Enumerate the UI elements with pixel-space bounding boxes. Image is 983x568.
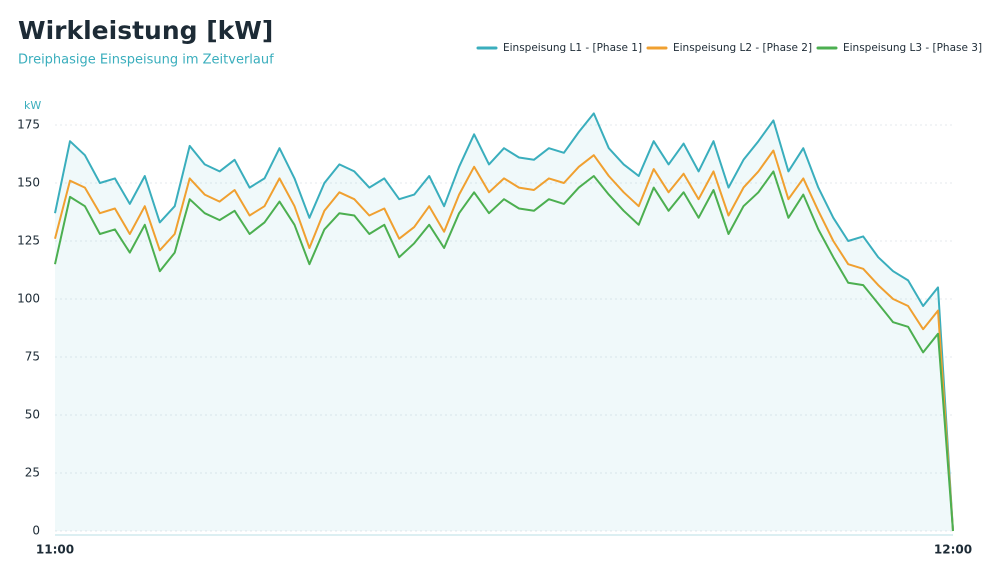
y-tick-label: 50 [25, 408, 40, 422]
y-unit: kW [24, 99, 41, 112]
chart-title: Wirkleistung [kW] [18, 16, 273, 45]
chart-subtitle: Dreiphasige Einspeisung im Zeitverlauf [18, 53, 274, 68]
line [54, 170, 954, 532]
y-tick-label: 25 [25, 466, 40, 480]
y-tick-label: 150 [17, 176, 40, 190]
y-tick-label: 0 [32, 524, 40, 538]
legend-label: Einspeisung L3 - [Phase 3] [843, 42, 982, 54]
line [54, 149, 954, 532]
y-tick-label: 125 [17, 234, 40, 248]
legend-label: Einspeisung L2 - [Phase 2] [673, 42, 812, 54]
x-tick-label: 12:00 [934, 543, 972, 557]
y-tick-label: 100 [17, 292, 40, 306]
y-tick-label: 175 [17, 118, 40, 132]
line [54, 112, 954, 532]
area [55, 113, 953, 532]
legend-label: Einspeisung L1 - [Phase 1] [503, 42, 642, 54]
y-tick-label: 75 [25, 350, 40, 364]
x-tick-label: 11:00 [36, 543, 74, 557]
